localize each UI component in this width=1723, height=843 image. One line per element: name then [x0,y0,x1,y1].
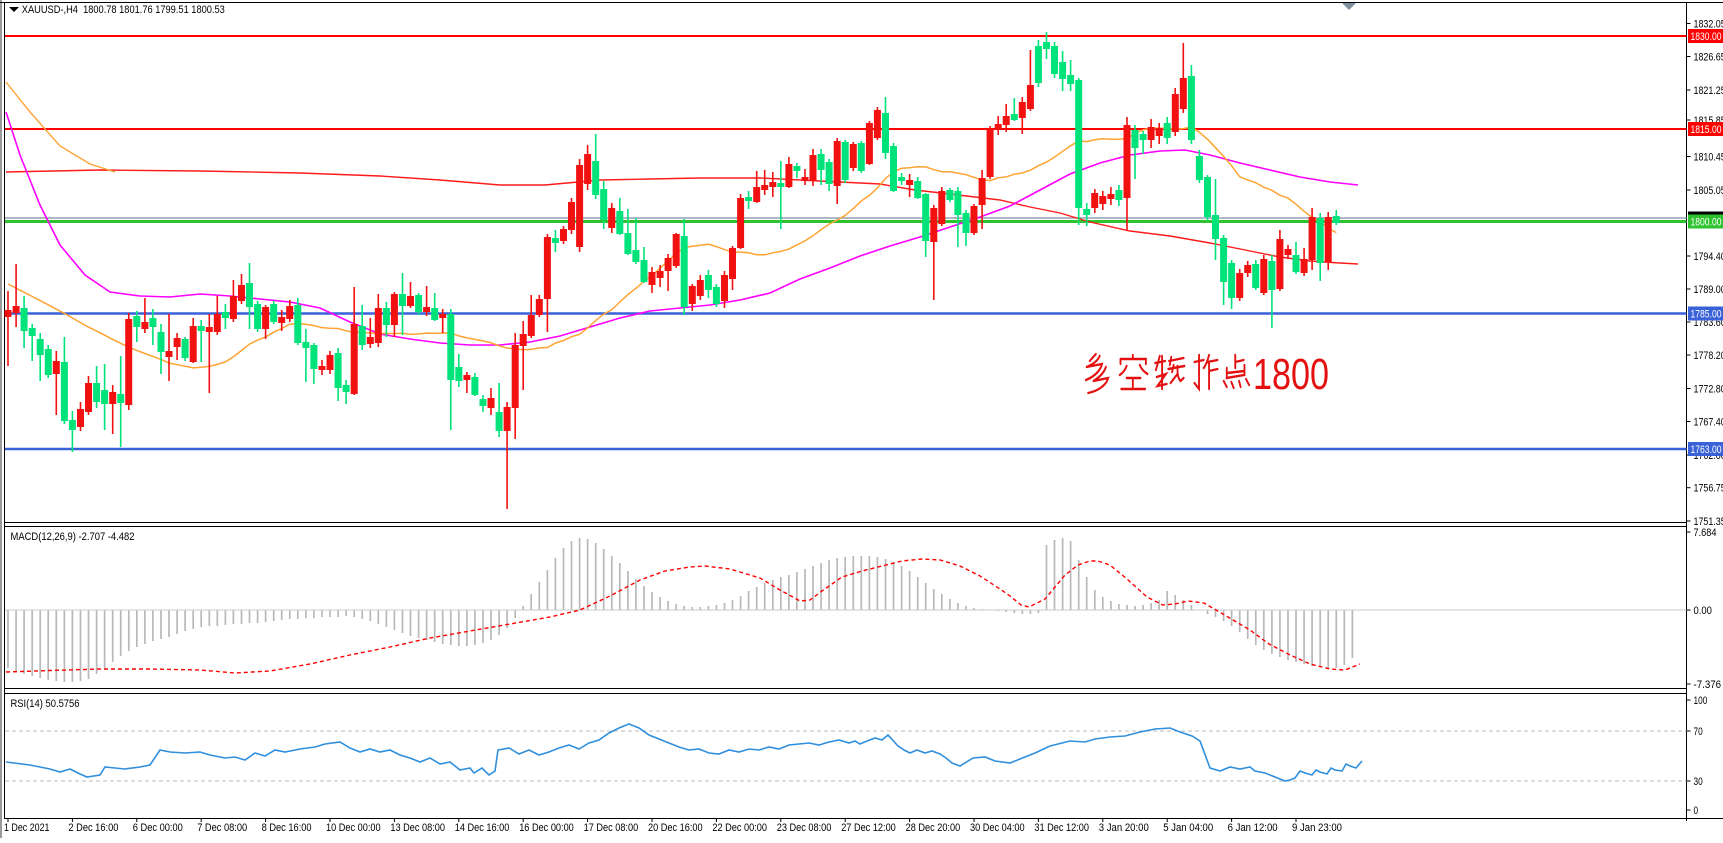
svg-text:1826.65: 1826.65 [1694,52,1723,64]
svg-text:1778.20: 1778.20 [1694,350,1723,362]
svg-text:1821.25: 1821.25 [1694,85,1723,97]
svg-text:14 Dec 16:00: 14 Dec 16:00 [455,822,510,834]
svg-text:1815.00: 1815.00 [1691,124,1722,136]
svg-text:10 Dec 00:00: 10 Dec 00:00 [326,822,381,834]
svg-text:-7.376: -7.376 [1694,679,1722,691]
svg-text:7 Dec 08:00: 7 Dec 08:00 [197,822,247,834]
svg-text:13 Dec 08:00: 13 Dec 08:00 [390,822,445,834]
svg-text:7.684: 7.684 [1694,527,1717,539]
svg-text:1772.80: 1772.80 [1694,384,1723,396]
svg-text:1810.45: 1810.45 [1694,152,1723,164]
svg-text:17 Dec 08:00: 17 Dec 08:00 [584,822,639,834]
svg-text:0.00: 0.00 [1694,605,1712,617]
svg-text:1800.00: 1800.00 [1691,217,1722,229]
svg-text:1794.40: 1794.40 [1694,251,1723,263]
svg-text:9 Jan 23:00: 9 Jan 23:00 [1292,822,1342,834]
svg-text:31 Dec 12:00: 31 Dec 12:00 [1034,822,1089,834]
svg-text:1785.00: 1785.00 [1691,309,1722,321]
svg-text:28 Dec 20:00: 28 Dec 20:00 [906,822,961,834]
svg-text:16 Dec 00:00: 16 Dec 00:00 [519,822,574,834]
svg-text:1763.00: 1763.00 [1691,444,1722,456]
svg-text:6 Jan 12:00: 6 Jan 12:00 [1228,822,1278,834]
svg-text:70: 70 [1694,726,1703,738]
svg-text:23 Dec 08:00: 23 Dec 08:00 [777,822,832,834]
svg-text:MACD(12,26,9) -2.707 -4.482: MACD(12,26,9) -2.707 -4.482 [11,531,135,543]
svg-text:1789.00: 1789.00 [1694,284,1723,296]
svg-text:30 Dec 04:00: 30 Dec 04:00 [970,822,1025,834]
svg-text:1832.05: 1832.05 [1694,19,1723,31]
svg-text:1800: 1800 [1253,350,1329,399]
svg-text:22 Dec 00:00: 22 Dec 00:00 [712,822,767,834]
svg-text:100: 100 [1694,695,1708,707]
svg-text:20 Dec 16:00: 20 Dec 16:00 [648,822,703,834]
svg-text:5 Jan 04:00: 5 Jan 04:00 [1163,822,1213,834]
svg-text:XAUUSD-,H4 1800.78 1801.76 17: XAUUSD-,H4 1800.78 1801.76 1799.51 1800.… [22,4,225,16]
svg-text:6 Dec 00:00: 6 Dec 00:00 [133,822,183,834]
svg-text:1805.05: 1805.05 [1694,185,1723,197]
svg-text:1 Dec 2021: 1 Dec 2021 [4,822,50,834]
svg-text:0: 0 [1694,805,1699,817]
svg-text:3 Jan 20:00: 3 Jan 20:00 [1099,822,1149,834]
svg-text:8 Dec 16:00: 8 Dec 16:00 [262,822,312,834]
svg-text:1767.40: 1767.40 [1694,417,1723,429]
svg-text:1830.00: 1830.00 [1691,31,1722,43]
svg-text:RSI(14) 50.5756: RSI(14) 50.5756 [11,698,80,710]
svg-text:27 Dec 12:00: 27 Dec 12:00 [841,822,896,834]
svg-text:30: 30 [1694,776,1703,788]
svg-text:1756.75: 1756.75 [1694,483,1723,495]
svg-text:2 Dec 16:00: 2 Dec 16:00 [68,822,118,834]
